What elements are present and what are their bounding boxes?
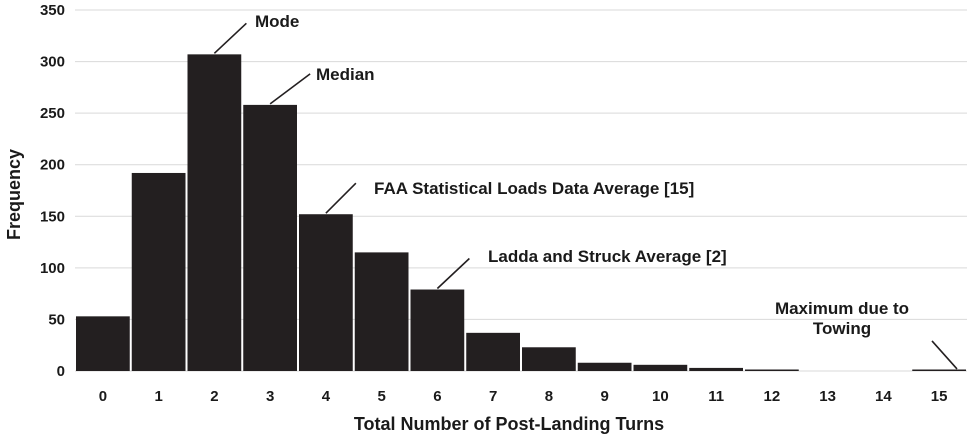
y-tick-label: 200 bbox=[40, 157, 65, 174]
y-axis-title: Frequency bbox=[4, 149, 24, 240]
y-tick-label: 350 bbox=[40, 2, 65, 19]
bar bbox=[912, 369, 966, 371]
y-tick-label: 50 bbox=[48, 311, 65, 328]
bar bbox=[745, 369, 799, 371]
bar bbox=[689, 367, 743, 371]
x-axis-ticks: 0 1 2 3 4 5 6 7 8 9 10 11 12 13 14 15 bbox=[99, 388, 948, 405]
bars bbox=[76, 54, 966, 372]
annotation-leader bbox=[436, 257, 470, 290]
annotation-leader bbox=[931, 340, 958, 370]
x-tick-label: 10 bbox=[652, 388, 669, 405]
x-axis-title: Total Number of Post-Landing Turns bbox=[354, 414, 664, 434]
bar bbox=[577, 362, 632, 371]
annotation-label: Median bbox=[316, 65, 375, 84]
x-tick-label: 2 bbox=[210, 388, 218, 405]
y-tick-label: 0 bbox=[57, 363, 65, 380]
x-tick-label: 9 bbox=[600, 388, 608, 405]
y-tick-label: 250 bbox=[40, 105, 65, 122]
y-axis-ticks: 0 50 100 150 200 250 300 350 bbox=[40, 2, 65, 380]
y-tick-label: 300 bbox=[40, 54, 65, 71]
annotation-label: Ladda and Struck Average [2] bbox=[488, 247, 727, 266]
annotation-label: FAA Statistical Loads Data Average [15] bbox=[374, 179, 694, 198]
annotation-label: Maximum due to Towing bbox=[775, 299, 909, 338]
bar bbox=[131, 172, 186, 371]
annotation-leader bbox=[213, 22, 247, 54]
x-tick-label: 15 bbox=[931, 388, 948, 405]
x-tick-label: 5 bbox=[377, 388, 385, 405]
x-tick-label: 8 bbox=[545, 388, 553, 405]
y-tick-label: 150 bbox=[40, 208, 65, 225]
bar bbox=[633, 364, 688, 371]
x-tick-label: 0 bbox=[99, 388, 107, 405]
x-tick-label: 11 bbox=[708, 388, 724, 405]
x-tick-label: 7 bbox=[489, 388, 497, 405]
bar bbox=[354, 252, 409, 371]
annotation-leader bbox=[325, 182, 357, 214]
x-tick-label: 1 bbox=[154, 388, 162, 405]
annotation-leader bbox=[269, 73, 311, 105]
bar bbox=[299, 214, 353, 371]
annotation-label: Mode bbox=[255, 12, 299, 31]
bar bbox=[466, 332, 520, 371]
bar bbox=[187, 54, 242, 371]
annotations: Mode Median FAA Statistical Loads Data Ave… bbox=[213, 12, 958, 370]
bar bbox=[76, 316, 130, 371]
x-tick-label: 12 bbox=[764, 388, 781, 405]
x-tick-label: 13 bbox=[819, 388, 836, 405]
x-tick-label: 4 bbox=[322, 388, 331, 405]
x-tick-label: 3 bbox=[266, 388, 274, 405]
bar bbox=[243, 104, 297, 372]
bar bbox=[410, 289, 465, 371]
x-tick-label: 6 bbox=[433, 388, 441, 405]
y-tick-label: 100 bbox=[40, 260, 65, 277]
bar bbox=[522, 347, 576, 371]
x-tick-label: 14 bbox=[875, 388, 892, 405]
